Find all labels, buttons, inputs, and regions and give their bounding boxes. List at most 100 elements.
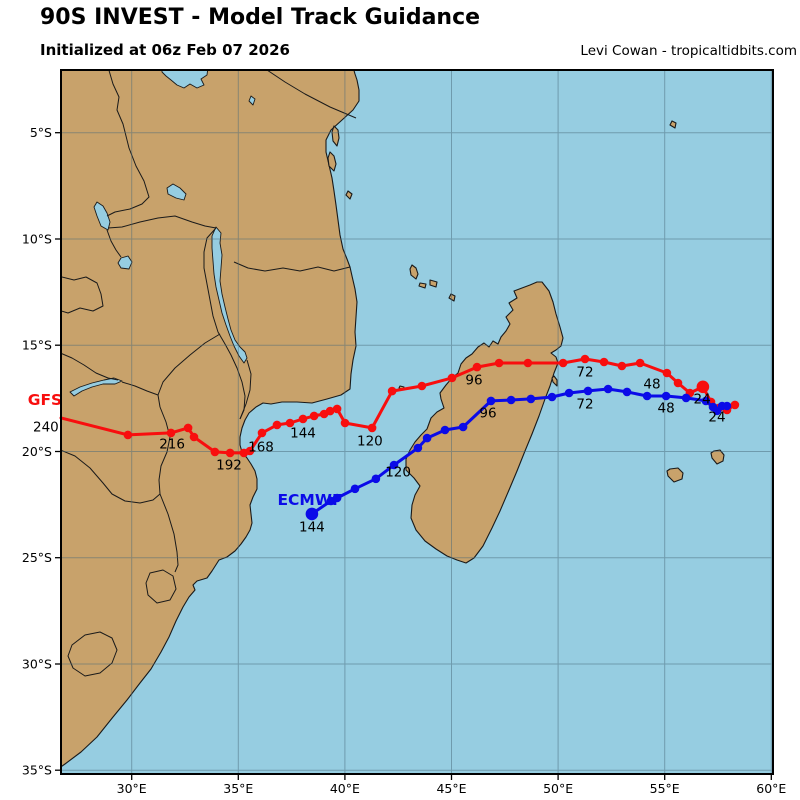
mafia-island-landmass (345, 190, 353, 200)
track-ecmwf-point (422, 433, 432, 443)
track-gfs-point (166, 428, 176, 438)
lake-eyasi (248, 95, 256, 106)
track-gfs-point (340, 418, 350, 428)
track-ecmwf-point (486, 396, 496, 406)
border-drc-pedicle (61, 276, 104, 314)
track-ecmwf-point (583, 386, 593, 396)
track-ecmwf-point (413, 443, 423, 453)
border-tanzania-zambia (107, 215, 217, 229)
moheli-island-landmass (418, 282, 427, 289)
lake-malawi (211, 226, 248, 364)
track-ecmwf-point (564, 388, 574, 398)
mahe-island-landmass (669, 120, 677, 129)
hour-label-ecmwf: 144 (299, 519, 325, 535)
track-gfs-point (245, 446, 255, 456)
page-title: 90S INVEST - Model Track Guidance (40, 5, 481, 30)
mauritius-island-landmass (710, 449, 725, 465)
madagascar-landmass (405, 281, 564, 564)
africa-landmass (61, 70, 360, 768)
y-tick-label: 30°S (22, 657, 52, 672)
track-gfs-point (523, 358, 533, 368)
sainte-marie-island-landmass (551, 375, 558, 387)
hour-label-gfs: 72 (576, 365, 593, 381)
credit-label: Levi Cowan - tropicaltidbits.com (580, 43, 797, 59)
model-label-ecmwf: ECMWF (277, 491, 342, 509)
track-ecmwf-point (371, 474, 381, 484)
track-labels-layer: 240 216 192 168 144 120 96 72 48 24 GFS 144 120 96 72 4… (28, 365, 726, 536)
track-ecmwf-point (458, 422, 468, 432)
track-ecmwf-point (722, 401, 732, 411)
track-ecmwf-point (661, 391, 671, 401)
hour-label-gfs: 48 (643, 376, 660, 392)
anjouan-island-landmass (429, 279, 438, 288)
map-frame (60, 69, 774, 775)
track-ecmwf-point (622, 387, 632, 397)
border-southafrica-mozambique (159, 493, 179, 573)
x-tick-label: 30°E (117, 781, 147, 796)
border-kariba-east-link (121, 381, 159, 396)
model-label-gfs: GFS (28, 391, 62, 409)
track-gfs-point (558, 358, 568, 368)
track-ecmwf-point (389, 460, 399, 470)
hour-label-gfs: 120 (357, 434, 383, 450)
border-zambezi-west (61, 352, 119, 381)
track-gfs-point (367, 423, 377, 433)
track-gfs-point (309, 411, 319, 421)
init-time-label: Initialized at 06z Feb 07 2026 (40, 41, 290, 59)
x-tick-label: 55°E (650, 781, 680, 796)
x-tick-label: 35°E (223, 781, 253, 796)
track-gfs-point (599, 357, 609, 367)
hour-label-ecmwf: 48 (658, 400, 675, 416)
track-gfs-point (696, 380, 710, 394)
track-ecmwf-point (603, 384, 613, 394)
y-tick-label: 15°S (22, 338, 52, 353)
lake-tanganyika (93, 201, 111, 231)
hour-label-ecmwf: 96 (479, 406, 496, 422)
track-gfs-point (580, 354, 590, 364)
track-ecmwf-point (642, 391, 652, 401)
track-gfs-point (417, 381, 427, 391)
track-ecmwf-point (506, 395, 516, 405)
track-gfs-point (673, 378, 683, 388)
y-tick-label: 35°S (22, 763, 52, 778)
track-gfs-point (272, 420, 282, 430)
hour-label-gfs: 240 (33, 420, 59, 436)
y-tick-label: 5°S (30, 125, 52, 140)
track-ecmwf-point (440, 425, 450, 435)
hour-label-gfs: 168 (248, 440, 274, 456)
track-gfs-point (183, 423, 193, 433)
track-gfs-point (662, 368, 672, 378)
x-tick-label: 40°E (330, 781, 360, 796)
border-tanganyika-mweru-link (106, 229, 122, 258)
border-malawi-west (203, 227, 246, 420)
track-gfs-point (298, 414, 308, 424)
y-tick-label: 20°S (22, 444, 52, 459)
land-layer (61, 70, 725, 768)
y-tick-label: 25°S (22, 550, 52, 565)
pemba-island-landmass (331, 125, 340, 147)
border-tanzania-west (106, 70, 150, 217)
lake-kariba (69, 377, 123, 397)
x-tick-label: 50°E (543, 781, 573, 796)
track-gfs-point (617, 361, 627, 371)
track-ecmwf-point (526, 394, 536, 404)
hour-label-gfs: 96 (465, 373, 482, 389)
border-eswatini (145, 569, 177, 604)
hour-label-gfs: 144 (290, 425, 316, 441)
track-gfs-point (325, 406, 335, 416)
hour-label-ecmwf: 24 (708, 410, 725, 426)
track-ecmwf-point (332, 493, 342, 503)
lake-rukwa (166, 183, 187, 201)
grande-comore-island-landmass (409, 264, 419, 280)
x-tick-label: 45°E (436, 781, 466, 796)
y-tick-label: 10°S (22, 232, 52, 247)
hour-label-gfs: 192 (216, 458, 242, 474)
track-gfs-point (472, 362, 482, 372)
reunion-island-landmass (666, 467, 684, 483)
hour-label-ecmwf: 72 (576, 397, 593, 413)
hour-label-gfs: 24 (694, 391, 711, 407)
track-gfs-point (730, 400, 740, 410)
hour-label-ecmwf: 120 (385, 465, 411, 481)
track-ecmwf-point (547, 392, 557, 402)
